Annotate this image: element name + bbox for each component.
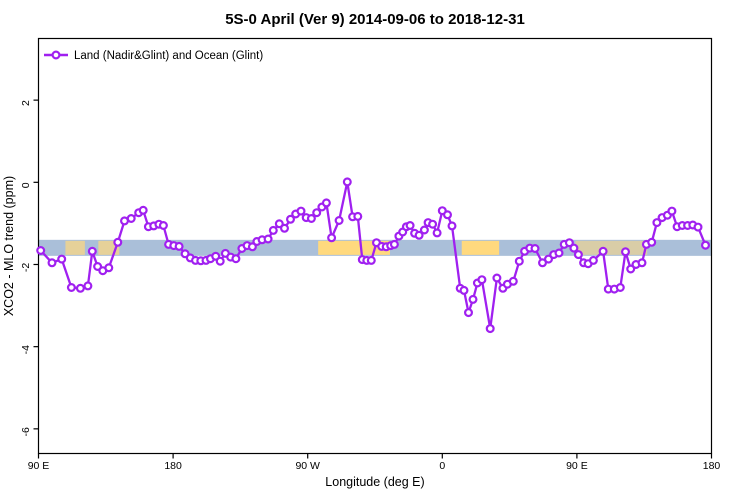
data-point <box>569 243 579 253</box>
data-point <box>598 246 608 256</box>
data-point <box>537 258 547 268</box>
x-axis-title: Longitude (deg E) <box>325 475 424 489</box>
data-point <box>57 254 67 264</box>
data-point <box>443 210 453 220</box>
band-land-segment <box>575 240 648 255</box>
data-point <box>459 285 469 295</box>
data-point <box>514 256 524 266</box>
x-tick-label: 90 E <box>28 460 50 472</box>
data-point <box>286 214 296 224</box>
data-point <box>464 308 474 318</box>
data-point <box>530 244 540 254</box>
axis-ticks <box>33 99 713 459</box>
data-point <box>247 242 257 252</box>
y-tick-label: -4 <box>20 345 32 354</box>
data-point <box>75 283 85 293</box>
data-point <box>554 248 564 258</box>
data-point <box>158 221 168 231</box>
data-point <box>405 221 415 231</box>
data-point <box>104 263 114 273</box>
data-point <box>215 256 225 266</box>
data-point <box>174 241 184 251</box>
data-point <box>620 247 630 257</box>
data-point <box>321 198 331 208</box>
data-point <box>138 205 148 215</box>
y-tick-label: -6 <box>20 427 32 436</box>
data-point <box>83 281 93 291</box>
data-point <box>389 239 399 249</box>
data-point <box>334 216 344 226</box>
band-land-segment <box>318 240 390 255</box>
plot-border <box>37 37 713 455</box>
data-point <box>342 177 352 187</box>
data-point <box>126 214 136 224</box>
data-point <box>414 230 424 240</box>
x-tick-label: 90 W <box>295 460 320 472</box>
data-point <box>647 237 657 247</box>
data-point <box>667 206 677 216</box>
data-point <box>280 223 290 233</box>
data-point <box>306 214 316 224</box>
y-axis-title: XCO2 - MLO trend (ppm) <box>2 176 16 316</box>
chart-title: 5S-0 April (Ver 9) 2014-09-06 to 2018-12… <box>225 11 525 28</box>
data-point <box>419 225 429 235</box>
tick-labels: 90 E 180 90 W 0 90 E 180 2 0 -2 -4 -6 <box>20 100 720 472</box>
data-point <box>485 324 495 334</box>
data-point <box>327 233 337 243</box>
data-point <box>36 246 46 256</box>
x-tick-label: 0 <box>439 460 445 472</box>
data-point <box>428 219 438 229</box>
legend: Land (Nadir&Glint) and Ocean (Glint) <box>44 50 263 62</box>
data-point <box>693 222 703 232</box>
data-point <box>700 240 710 250</box>
x-tick-label: 90 E <box>566 460 588 472</box>
y-tick-label: 0 <box>20 182 32 188</box>
data-point <box>508 276 518 286</box>
y-tick-label: -2 <box>20 263 32 272</box>
data-point <box>312 208 322 218</box>
band-land-segment <box>65 240 85 255</box>
data-point <box>432 228 442 238</box>
data-point <box>87 246 97 256</box>
band-land-segment <box>461 240 500 255</box>
data-point <box>268 225 278 235</box>
legend-marker-icon <box>51 50 61 60</box>
data-point <box>477 275 487 285</box>
data-point <box>113 237 123 247</box>
data-point <box>66 283 76 293</box>
data-point <box>447 221 457 231</box>
data-point <box>637 258 647 268</box>
data-point <box>564 238 574 248</box>
data-point <box>652 218 662 228</box>
data-point <box>468 294 478 304</box>
data-point <box>296 206 306 216</box>
data-point <box>353 211 363 221</box>
data-series <box>36 177 710 334</box>
data-point <box>263 234 273 244</box>
legend-label: Land (Nadir&Glint) and Ocean (Glint) <box>74 50 263 62</box>
data-point <box>492 273 502 283</box>
y-tick-label: 2 <box>20 100 32 106</box>
data-point <box>231 254 241 264</box>
x-tick-label: 180 <box>164 460 182 472</box>
x-tick-label: 180 <box>703 460 721 472</box>
data-point <box>588 255 598 265</box>
data-point <box>47 258 57 268</box>
data-point <box>626 264 636 274</box>
data-point <box>573 250 583 260</box>
data-point <box>366 255 376 265</box>
data-point <box>615 283 625 293</box>
